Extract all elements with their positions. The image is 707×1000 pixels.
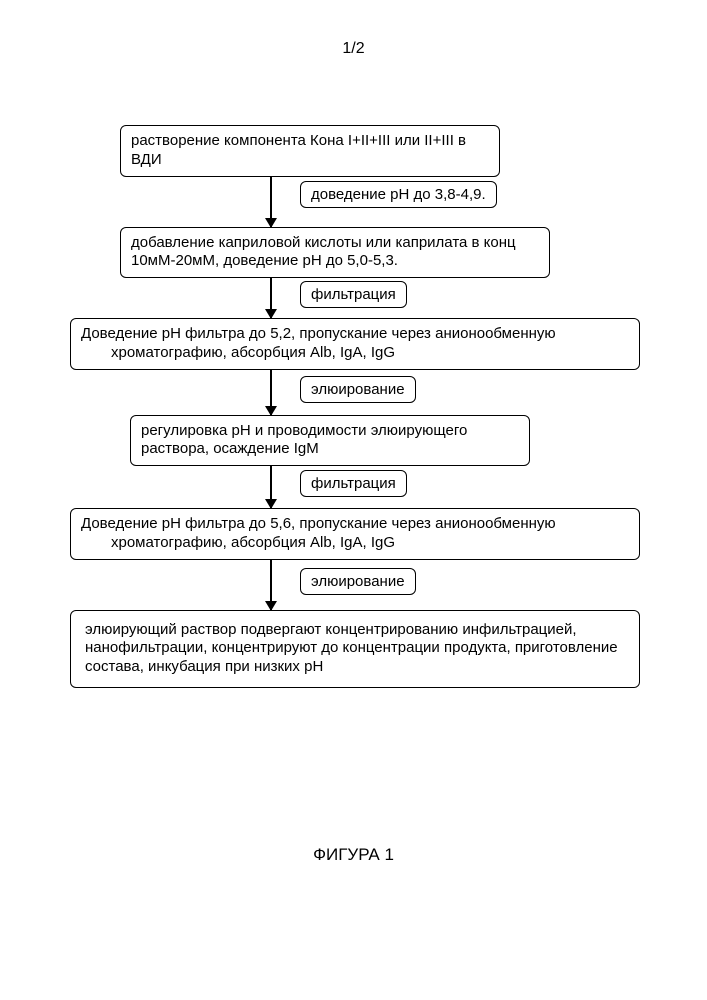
edge-n2-n3: фильтрация [70, 278, 640, 318]
process-text-line1: Доведение pH фильтра до 5,6, пропускание… [81, 515, 629, 534]
process-text: элюирующий раствор подвергают концентрир… [85, 621, 618, 676]
process-box-n3: Доведение pH фильтра до 5,2, пропускание… [70, 318, 640, 370]
side-text: фильтрация [311, 475, 396, 492]
arrow-icon [270, 370, 272, 415]
side-box-s4: фильтрация [300, 470, 407, 497]
page-number: 1/2 [0, 40, 707, 58]
process-text-line2: хроматографию, абсорбция Alb, IgA, IgG [81, 534, 629, 553]
edge-n1-n2: доведение pH до 3,8-4,9. [70, 177, 640, 227]
process-box-n2: добавление каприловой кислоты или каприл… [120, 227, 550, 279]
arrow-icon [270, 466, 272, 508]
process-box-n5: Доведение pH фильтра до 5,6, пропускание… [70, 508, 640, 560]
edge-n3-n4: элюирование [70, 370, 640, 415]
side-box-s2: фильтрация [300, 281, 407, 308]
side-box-s5: элюирование [300, 568, 416, 595]
page: 1/2 растворение компонента Кона I+II+III… [0, 0, 707, 1000]
arrow-icon [270, 177, 272, 227]
side-text: доведение pH до 3,8-4,9. [311, 186, 486, 203]
side-text: элюирование [311, 381, 405, 398]
process-box-n4: регулировка pH и проводимости элюирующег… [130, 415, 530, 467]
edge-n4-n5: фильтрация [70, 466, 640, 508]
process-text: растворение компонента Кона I+II+III или… [131, 132, 466, 168]
side-box-s1: доведение pH до 3,8-4,9. [300, 181, 497, 208]
process-text-line2: хроматографию, абсорбция Alb, IgA, IgG [81, 344, 629, 363]
edge-n5-n6: элюирование [70, 560, 640, 610]
side-box-s3: элюирование [300, 376, 416, 403]
arrow-icon [270, 560, 272, 610]
arrow-icon [270, 278, 272, 318]
side-text: элюирование [311, 573, 405, 590]
flowchart: растворение компонента Кона I+II+III или… [70, 125, 640, 688]
process-text: добавление каприловой кислоты или каприл… [131, 234, 516, 270]
process-box-n1: растворение компонента Кона I+II+III или… [120, 125, 500, 177]
process-text-line1: Доведение pH фильтра до 5,2, пропускание… [81, 325, 629, 344]
process-box-n6: элюирующий раствор подвергают концентрир… [70, 610, 640, 688]
figure-caption: ФИГУРА 1 [0, 845, 707, 865]
side-text: фильтрация [311, 286, 396, 303]
process-text: регулировка pH и проводимости элюирующег… [141, 422, 467, 458]
